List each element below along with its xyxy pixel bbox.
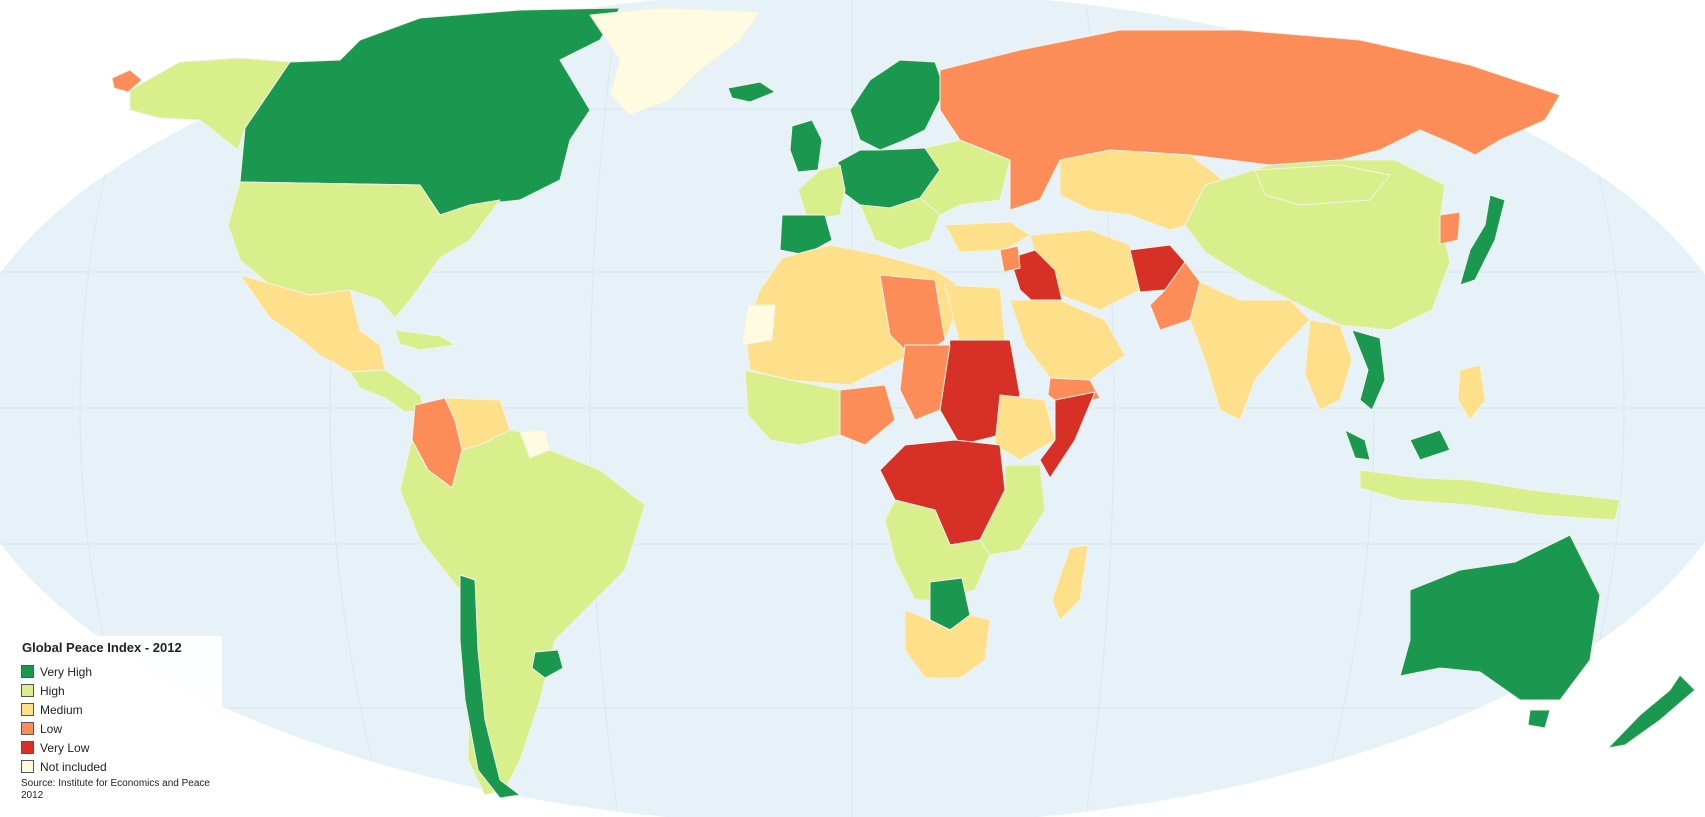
country-japan <box>1459 194 1506 286</box>
country-malaysia <box>1344 429 1451 461</box>
region-east-africa <box>979 464 1046 556</box>
legend-swatch <box>21 684 34 697</box>
country-vietnam <box>1351 329 1386 411</box>
country-australia <box>1399 534 1601 701</box>
region-balkans <box>859 197 941 251</box>
country-chile <box>459 574 521 799</box>
legend-swatch <box>21 665 34 678</box>
legend-items: Very High High Medium Low Very Low Not i… <box>21 662 107 776</box>
country-turkey <box>944 221 1031 253</box>
country-philippines <box>1457 364 1486 421</box>
legend-label: Very High <box>40 664 93 679</box>
legend: Global Peace Index - 2012 Very High High… <box>16 636 222 804</box>
legend-label: Very Low <box>40 740 90 755</box>
country-north-korea <box>1439 211 1461 245</box>
legend-item-high: High <box>21 681 107 700</box>
country-greenland <box>589 7 761 116</box>
legend-item-low: Low <box>21 719 107 738</box>
country-iraq <box>1009 249 1063 309</box>
region-southern-central-africa <box>884 499 991 601</box>
country-chad <box>899 344 951 421</box>
legend-swatch <box>21 760 34 773</box>
legend-item-medium: Medium <box>21 700 107 719</box>
legend-source: Source: Institute for Economics and Peac… <box>21 778 210 801</box>
legend-title: Global Peace Index - 2012 <box>22 640 182 655</box>
country-usa <box>227 181 501 319</box>
legend-label: Not included <box>40 759 107 774</box>
country-mongolia <box>1254 164 1391 206</box>
country-saudi-arabia <box>1009 299 1126 381</box>
legend-swatch <box>21 722 34 735</box>
country-alaska <box>129 57 291 151</box>
country-russia <box>939 29 1561 211</box>
country-spain <box>779 214 833 256</box>
country-syria <box>999 245 1021 273</box>
country-uruguay <box>531 649 564 679</box>
legend-label: Medium <box>40 702 83 717</box>
region-british-isles <box>789 119 823 173</box>
region-west-africa <box>744 369 841 446</box>
country-russia-east-tip <box>111 69 143 93</box>
country-south-africa <box>904 609 991 679</box>
legend-swatch <box>21 703 34 716</box>
country-iceland <box>727 81 776 103</box>
country-china <box>1184 159 1451 331</box>
country-western-sahara <box>741 304 776 346</box>
country-india <box>1189 281 1311 421</box>
country-ethiopia <box>994 394 1056 461</box>
country-madagascar <box>1051 544 1089 621</box>
legend-label: Low <box>40 721 63 736</box>
region-caribbean <box>394 329 456 351</box>
country-new-zealand <box>1607 674 1696 749</box>
country-somalia <box>1039 391 1096 479</box>
legend-item-very-low: Very Low <box>21 738 107 757</box>
region-southeast-asia <box>1304 319 1353 411</box>
legend-label: High <box>40 683 65 698</box>
legend-item-very-high: Very High <box>21 662 107 681</box>
legend-swatch <box>21 741 34 754</box>
country-indonesia <box>1359 469 1621 521</box>
country-france <box>797 164 846 221</box>
legend-item-not-included: Not included <box>21 757 107 776</box>
country-tasmania <box>1527 709 1551 729</box>
region-scandinavia <box>849 59 946 151</box>
